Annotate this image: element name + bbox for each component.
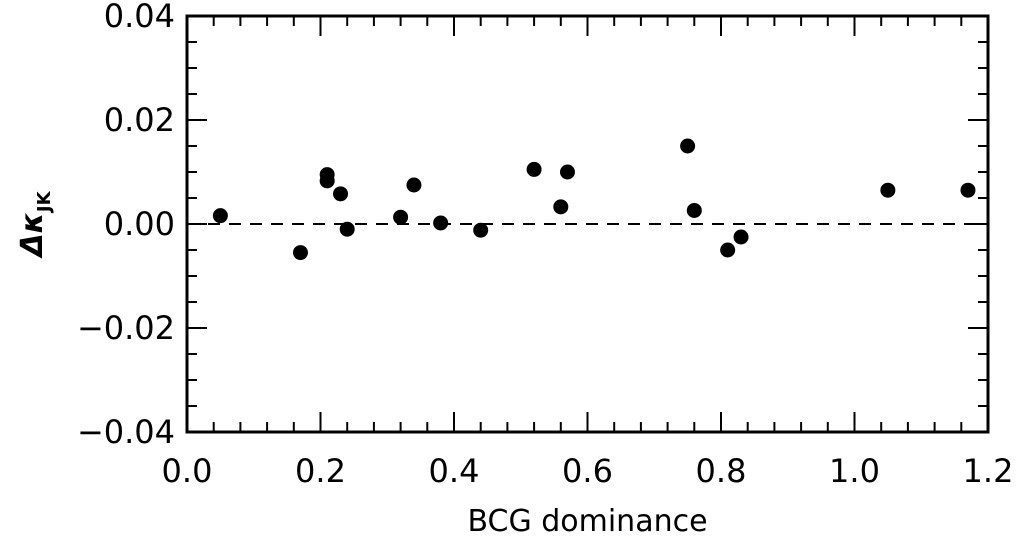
y-tick-label: 0.04 <box>104 0 175 35</box>
data-point <box>406 177 422 193</box>
data-point <box>292 245 308 261</box>
data-point <box>433 215 449 231</box>
data-point <box>553 199 569 215</box>
y-axis-title-subscript: JK <box>34 190 55 214</box>
data-point <box>339 221 355 237</box>
plot-frame <box>185 14 990 434</box>
y-axis-title: ΔκJK <box>15 190 55 258</box>
data-point <box>319 173 335 189</box>
y-tick-label: 0.02 <box>104 101 175 139</box>
data-point <box>333 186 349 202</box>
y-axis-title-main: Δκ <box>15 212 50 259</box>
y-tick-label: −0.02 <box>77 309 175 347</box>
x-tick-label: 0.0 <box>162 452 213 490</box>
data-point <box>393 209 409 225</box>
data-point <box>212 208 228 224</box>
x-axis-title: BCG dominance <box>467 504 707 539</box>
data-point <box>526 161 542 177</box>
data-point <box>733 229 749 245</box>
x-tick-label: 0.4 <box>429 452 480 490</box>
data-points <box>212 138 976 261</box>
data-point <box>559 164 575 180</box>
data-point <box>473 222 489 238</box>
x-tick-label: 0.6 <box>562 452 613 490</box>
data-point <box>686 202 702 218</box>
x-tick-label: 0.2 <box>295 452 346 490</box>
x-tick-label: 1.2 <box>963 452 1014 490</box>
data-point <box>960 182 976 198</box>
y-tick-label: 0.00 <box>104 205 175 243</box>
x-tick-label: 1.0 <box>829 452 880 490</box>
y-tick-label: −0.04 <box>77 413 175 451</box>
data-point <box>880 182 896 198</box>
data-point <box>720 242 736 258</box>
x-tick-label: 0.8 <box>696 452 747 490</box>
data-point <box>680 138 696 154</box>
tick-labels: 0.0 0.2 0.4 0.6 0.8 1.0 1.2 0.04 0.02 0.00 −0.02 −0… <box>77 0 1014 490</box>
